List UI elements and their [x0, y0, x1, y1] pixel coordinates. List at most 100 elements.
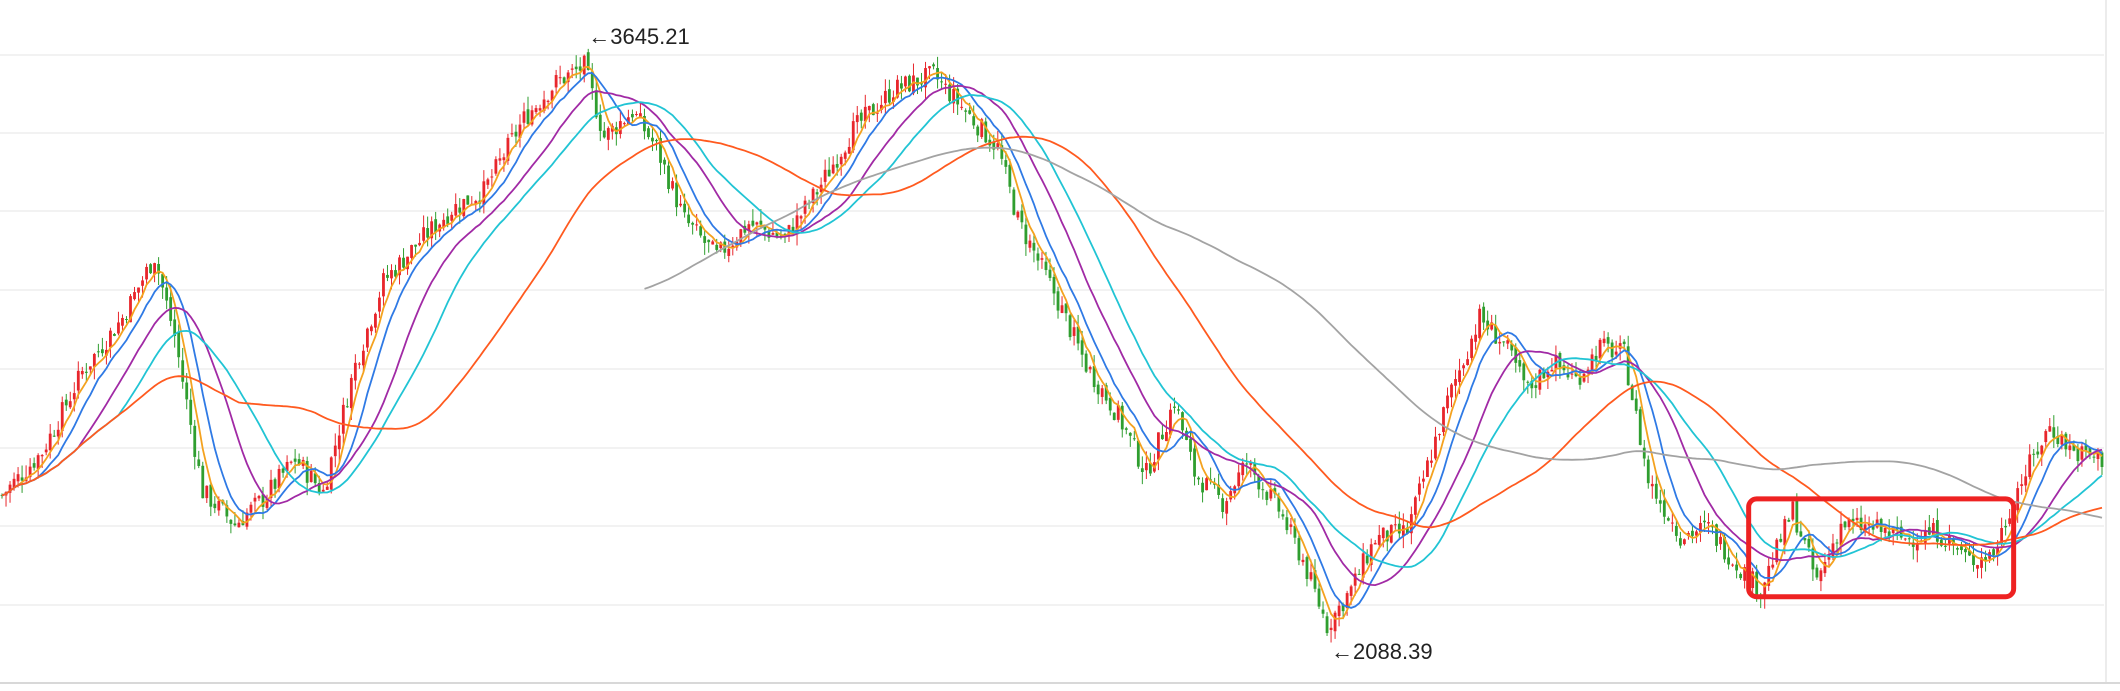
candle: [659, 129, 662, 176]
candle-body: [1570, 373, 1574, 375]
candle-body: [273, 479, 277, 489]
candle: [333, 433, 337, 468]
candle: [462, 198, 466, 219]
candle-body: [506, 137, 510, 161]
candle-body: [570, 68, 574, 70]
candle: [1674, 519, 1678, 542]
candle-body: [2080, 446, 2084, 460]
candle: [185, 373, 189, 410]
candle: [1522, 361, 1526, 392]
candle-body: [916, 77, 919, 86]
candle-body: [1578, 377, 1582, 385]
candle: [1329, 618, 1333, 643]
candle-body: [679, 203, 682, 206]
candle-body: [1470, 338, 1474, 358]
candle-body: [365, 328, 369, 348]
candle: [1739, 572, 1743, 581]
candle-body: [1731, 564, 1734, 566]
candle: [1614, 340, 1618, 360]
candle: [173, 309, 177, 348]
candle: [52, 429, 56, 437]
candle-body: [510, 133, 514, 135]
candle-body: [1638, 409, 1642, 445]
candle-body: [667, 165, 670, 189]
candle-body: [44, 449, 48, 453]
candle: [1333, 610, 1337, 639]
candle: [365, 327, 369, 353]
candle-body: [1960, 546, 1963, 551]
candle-body: [904, 76, 907, 87]
candle: [811, 186, 815, 213]
candle-body: [1265, 491, 1269, 500]
candle-body: [213, 503, 217, 509]
candle: [76, 361, 80, 399]
candle: [145, 263, 148, 284]
candle-body: [2040, 445, 2044, 455]
candle-body: [1016, 211, 1020, 218]
candle-body: [558, 77, 562, 79]
candle-body: [630, 114, 634, 118]
candle-body: [68, 401, 72, 408]
candle: [598, 104, 602, 142]
candle: [1638, 406, 1642, 446]
candle: [2068, 434, 2072, 460]
candle-body: [1823, 562, 1827, 574]
candle-body: [695, 224, 699, 226]
candle: [418, 233, 422, 247]
candle: [149, 263, 152, 275]
candle: [1574, 362, 1578, 378]
candle: [879, 95, 883, 114]
ma120-line: [644, 146, 2103, 519]
candle: [1843, 520, 1847, 531]
candle: [68, 391, 72, 409]
candle-body: [229, 519, 233, 524]
candle-body: [751, 220, 755, 226]
candle-body: [1112, 412, 1116, 420]
candle: [486, 177, 490, 189]
candle: [161, 272, 165, 299]
candle-body: [289, 461, 293, 463]
candle: [851, 112, 855, 153]
candle-body: [40, 455, 44, 457]
candle-body: [153, 263, 156, 275]
candle: [64, 393, 68, 411]
candle: [494, 156, 498, 176]
candle: [562, 76, 566, 85]
candle-body: [863, 106, 867, 122]
candle: [1935, 508, 1939, 549]
candle-body: [1261, 489, 1265, 491]
candle: [1297, 531, 1301, 566]
candle-body: [205, 485, 209, 499]
candle: [1193, 443, 1196, 486]
candle-body: [1313, 570, 1317, 589]
candle-body: [1169, 409, 1172, 435]
candle-body: [20, 477, 24, 481]
candle-body: [137, 287, 140, 293]
candle: [912, 63, 915, 96]
candle-body: [635, 114, 638, 116]
candle: [1426, 457, 1429, 478]
candle: [1434, 426, 1437, 461]
candle: [932, 62, 935, 70]
candle-body: [1466, 359, 1469, 365]
candle: [1337, 599, 1341, 627]
highlight-box: [1746, 496, 2017, 600]
candle-body: [1337, 605, 1341, 617]
candle-body: [550, 90, 554, 101]
candle-body: [1490, 322, 1494, 330]
candle-body: [1779, 538, 1783, 542]
candle-body: [883, 90, 887, 104]
candle: [1365, 549, 1369, 566]
candle: [2008, 508, 2012, 527]
candle: [1161, 424, 1164, 440]
candle: [1438, 433, 1441, 441]
candle: [1169, 403, 1172, 438]
candle-body: [482, 181, 486, 205]
candle: [651, 127, 654, 152]
candle: [32, 457, 36, 471]
candle: [711, 239, 715, 245]
candle: [133, 286, 136, 301]
candle: [1478, 304, 1482, 341]
candle: [458, 198, 462, 224]
